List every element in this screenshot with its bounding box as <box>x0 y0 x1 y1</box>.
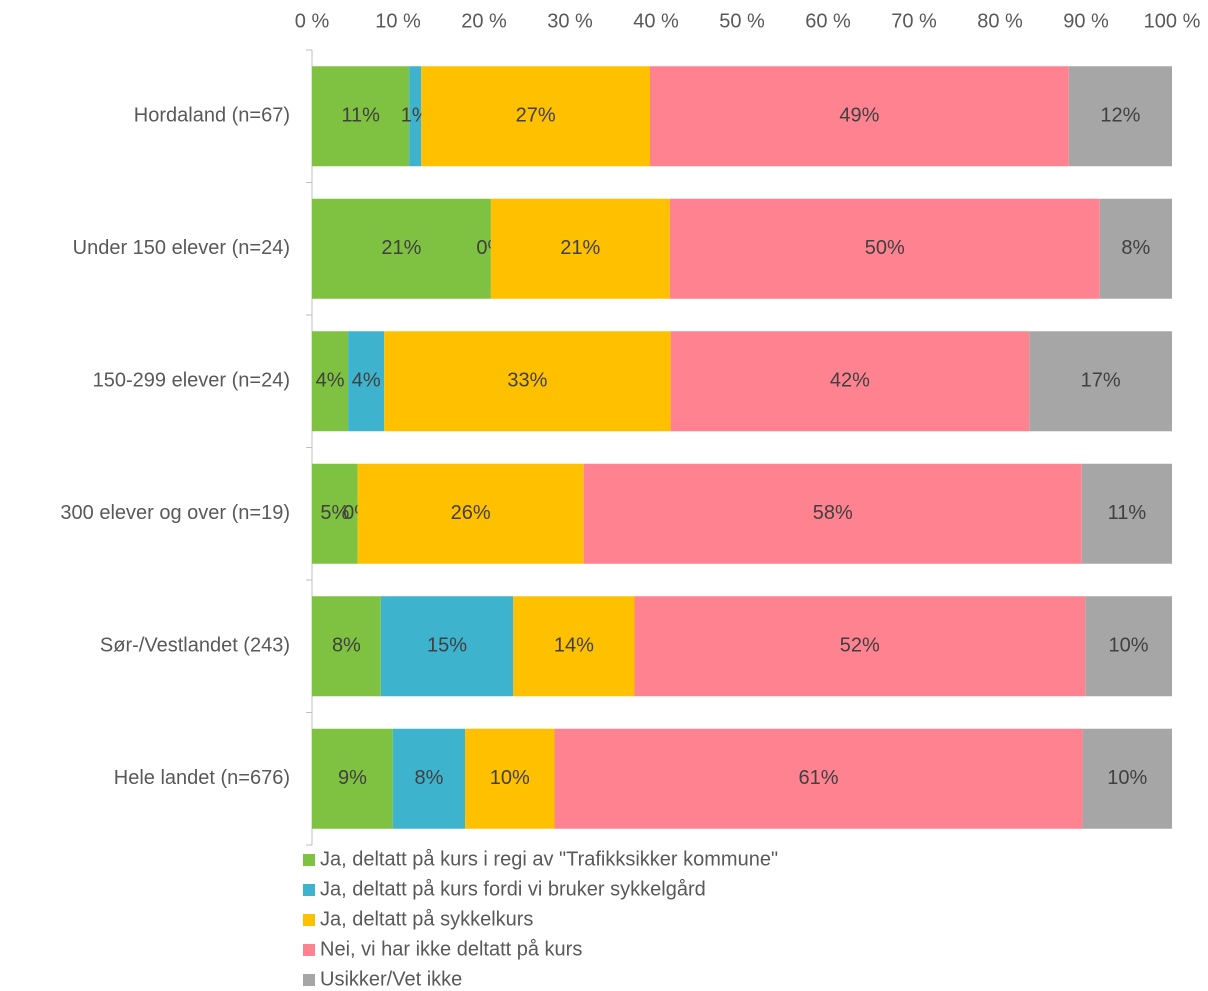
x-tick-label: 70 % <box>891 10 937 32</box>
legend-label: Nei, vi har ikke deltatt på kurs <box>320 938 582 960</box>
bar-segment <box>384 331 671 432</box>
data-label: 9% <box>338 767 367 789</box>
data-label: 8% <box>1121 237 1150 259</box>
bar-segment <box>312 66 410 167</box>
legend-label: Ja, deltatt på kurs i regi av "Trafikksi… <box>320 848 778 870</box>
data-label: 42% <box>830 370 870 392</box>
bar-segment <box>554 728 1083 829</box>
data-label: 15% <box>427 635 467 657</box>
data-label: 11% <box>1108 502 1147 524</box>
y-tick-label: Sør-/Vestlandet (243) <box>100 635 290 657</box>
y-tick-label: Under 150 elever (n=24) <box>73 237 290 259</box>
bar-segment <box>1082 728 1172 829</box>
data-label: 21% <box>560 237 600 259</box>
data-label: 10% <box>1109 635 1149 657</box>
data-label: 10% <box>490 767 530 789</box>
data-label: 12% <box>1100 105 1140 127</box>
bar-segment <box>465 728 555 829</box>
data-label: 52% <box>840 635 880 657</box>
bar-segment <box>583 463 1082 564</box>
data-label: 33% <box>507 370 547 392</box>
bar-segment <box>421 66 650 167</box>
legend-label: Ja, deltatt på kurs fordi vi bruker sykk… <box>320 878 706 900</box>
data-label: 4% <box>352 370 381 392</box>
legend-swatch <box>303 884 315 896</box>
data-label: 11% <box>341 105 380 127</box>
bar-segment <box>312 596 381 697</box>
data-label: 21% <box>381 237 421 259</box>
bar-segment <box>312 331 349 432</box>
x-tick-label: 40 % <box>633 10 679 32</box>
bar-segment <box>348 331 385 432</box>
x-tick-label: 20 % <box>461 10 507 32</box>
legend-swatch <box>303 944 315 956</box>
bar-segment <box>1029 331 1172 432</box>
data-label: 61% <box>799 767 839 789</box>
x-tick-label: 90 % <box>1063 10 1109 32</box>
y-tick-label: 300 elever og over (n=19) <box>60 502 290 524</box>
legend-label: Usikker/Vet ikke <box>320 968 462 990</box>
bar-segment <box>312 728 393 829</box>
data-label: 58% <box>813 502 853 524</box>
x-tick-label: 30 % <box>547 10 593 32</box>
bar-segment <box>670 331 1030 432</box>
y-tick-label: Hordaland (n=67) <box>134 105 290 127</box>
data-label: 8% <box>332 635 361 657</box>
legend-swatch <box>303 914 315 926</box>
bar-segment <box>380 596 514 697</box>
legend-label: Ja, deltatt på sykkelkurs <box>320 908 533 930</box>
y-tick-label: 150-299 elever (n=24) <box>93 370 290 392</box>
x-tick-label: 0 % <box>295 10 330 32</box>
y-tick-label: Hele landet (n=676) <box>114 767 290 789</box>
bar-segment <box>1068 66 1172 167</box>
data-label: 26% <box>451 502 491 524</box>
bar-segment <box>357 463 584 564</box>
bar-segment <box>312 198 491 299</box>
bar-segment <box>1081 463 1172 564</box>
data-label: 17% <box>1081 370 1121 392</box>
bar-segment <box>669 198 1100 299</box>
data-label: 4% <box>316 370 345 392</box>
bar-segment <box>312 463 358 564</box>
data-label: 10% <box>1107 767 1147 789</box>
legend-swatch <box>303 974 315 986</box>
bar-segment <box>513 596 635 697</box>
bar-segment <box>1085 596 1172 697</box>
bar-segment <box>634 596 1086 697</box>
x-tick-label: 100 % <box>1144 10 1201 32</box>
bar-segment <box>1099 198 1172 299</box>
bar-segment <box>409 66 422 167</box>
x-tick-label: 10 % <box>375 10 421 32</box>
data-label: 14% <box>554 635 594 657</box>
legend-swatch <box>303 854 315 866</box>
data-label: 5% <box>320 502 349 524</box>
data-label: 50% <box>865 237 905 259</box>
x-tick-label: 60 % <box>805 10 851 32</box>
bar-segment <box>490 198 670 299</box>
data-label: 27% <box>516 105 556 127</box>
x-tick-label: 80 % <box>977 10 1023 32</box>
data-label: 8% <box>415 767 444 789</box>
bar-segment <box>649 66 1069 167</box>
x-tick-label: 50 % <box>719 10 765 32</box>
bar-segment <box>392 728 466 829</box>
data-label: 49% <box>839 105 879 127</box>
